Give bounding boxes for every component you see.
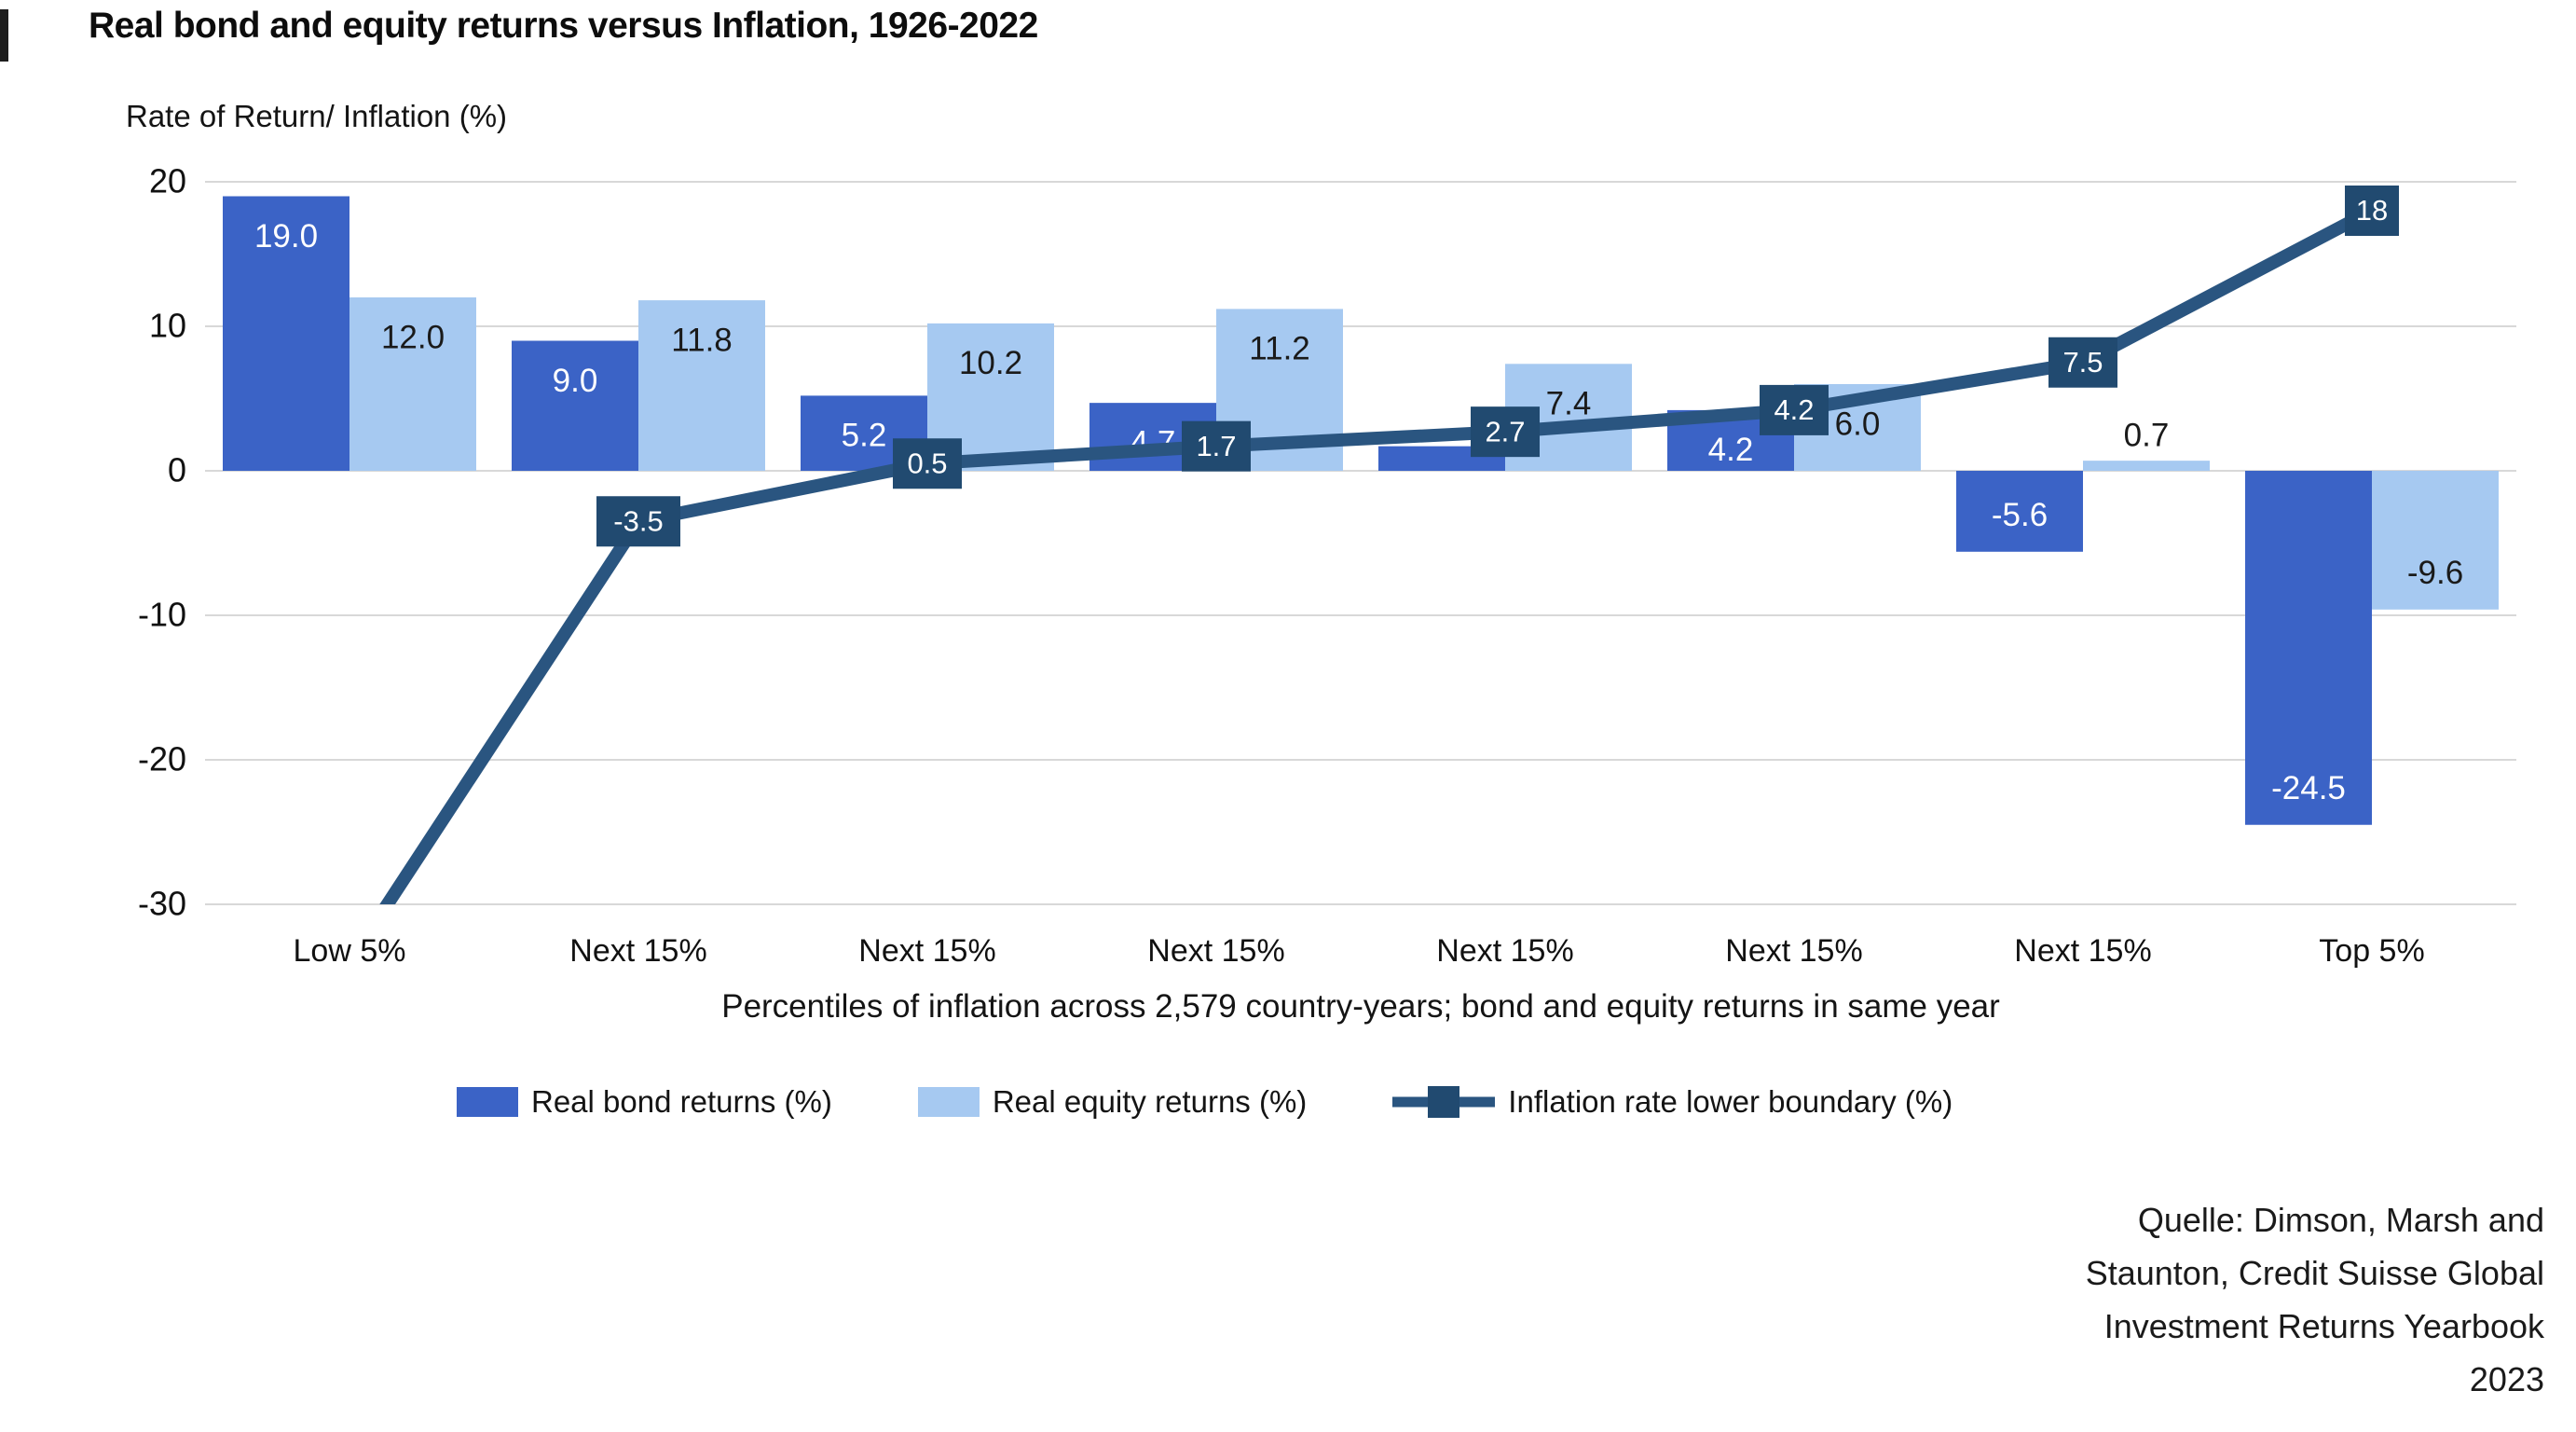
bond-bar xyxy=(223,196,349,471)
x-category-label: Next 15% xyxy=(2014,933,2151,969)
y-tick-label: 10 xyxy=(149,307,186,345)
legend-label-inflation: Inflation rate lower boundary (%) xyxy=(1508,1084,1953,1119)
inflation-marker xyxy=(1182,420,1251,472)
bond-bar xyxy=(512,340,638,471)
bond-bar-label: -5.6 xyxy=(1992,497,2048,533)
inflation-marker-label: 4.2 xyxy=(1774,393,1814,426)
legend-label-equity: Real equity returns (%) xyxy=(992,1084,1308,1119)
x-category-label: Top 5% xyxy=(2319,933,2424,969)
inflation-line xyxy=(379,204,2376,904)
y-tick-label: -30 xyxy=(138,885,186,923)
inflation-marker-label: 7.5 xyxy=(2062,346,2103,379)
equity-swatch-icon xyxy=(917,1087,980,1117)
bond-bar-label: 4.2 xyxy=(1708,432,1754,468)
source-line: 2023 xyxy=(2469,1360,2544,1398)
equity-bar-label: -9.6 xyxy=(2407,555,2463,591)
inflation-marker xyxy=(893,438,962,489)
bond-bar-label: 19.0 xyxy=(254,218,318,255)
equity-bar-label: 11.8 xyxy=(671,322,733,358)
legend-item-equity: Real equity returns (%) xyxy=(917,1084,1308,1120)
bond-bar-label: 5.2 xyxy=(842,418,887,454)
x-category-label: Next 15% xyxy=(1147,933,1284,969)
inflation-marker-label: 0.5 xyxy=(907,447,947,479)
y-tick-label: 0 xyxy=(168,451,186,489)
chart-legend: Real bond returns (%) Real equity return… xyxy=(457,1072,2144,1132)
source-line: Investment Returns Yearbook xyxy=(2103,1307,2544,1345)
inflation-marker xyxy=(2048,337,2117,388)
equity-bar-label: 0.7 xyxy=(2124,417,2170,453)
legend-label-bond: Real bond returns (%) xyxy=(531,1084,832,1119)
bond-bar-label: -24.5 xyxy=(2271,770,2346,806)
equity-bar-label: 6.0 xyxy=(1835,406,1881,442)
source-line: Staunton, Credit Suisse Global xyxy=(2085,1254,2544,1292)
legend-item-inflation: Inflation rate lower boundary (%) xyxy=(1392,1084,1953,1120)
source-line: Quelle: Dimson, Marsh and xyxy=(2137,1201,2544,1239)
equity-bar xyxy=(349,297,476,471)
equity-bar-label: 7.4 xyxy=(1546,386,1592,422)
inflation-marker-label: -3.5 xyxy=(613,504,663,537)
inflation-marker xyxy=(2345,186,2399,236)
legend-item-bond: Real bond returns (%) xyxy=(457,1084,832,1120)
inflation-marker-label: 2.7 xyxy=(1485,415,1525,448)
equity-bar-label: 12.0 xyxy=(381,319,445,355)
x-category-label: Next 15% xyxy=(1725,933,1862,969)
screen-edge-artifact xyxy=(0,9,8,62)
equity-bar-label: 11.2 xyxy=(1249,331,1310,367)
y-axis-title: Rate of Return/ Inflation (%) xyxy=(126,99,508,133)
inflation-marker xyxy=(596,496,680,547)
x-category-label: Next 15% xyxy=(858,933,995,969)
inflation-marker-label: 1.7 xyxy=(1196,430,1236,462)
bond-swatch-icon xyxy=(457,1087,518,1117)
x-axis-title: Percentiles of inflation across 2,579 co… xyxy=(721,988,2000,1025)
x-category-label: Low 5% xyxy=(294,933,406,969)
inflation-marker xyxy=(1760,384,1829,435)
x-category-label: Next 15% xyxy=(1436,933,1573,969)
bond-bar xyxy=(2245,471,2372,825)
y-tick-label: 20 xyxy=(149,162,186,200)
inflation-marker xyxy=(1471,406,1540,458)
y-tick-label: -10 xyxy=(138,596,186,634)
bond-bar xyxy=(1956,471,2083,552)
equity-bar xyxy=(638,300,765,471)
line-marker-icon xyxy=(1392,1086,1496,1118)
bond-bar-label: 9.0 xyxy=(553,363,598,399)
chart-title: Real bond and equity returns versus Infl… xyxy=(89,6,1038,46)
equity-bar xyxy=(2372,471,2499,610)
x-category-label: Next 15% xyxy=(569,933,706,969)
y-tick-label: -20 xyxy=(138,740,186,778)
source-note: Quelle: Dimson, Marsh and Staunton, Cred… xyxy=(1706,1193,2544,1406)
equity-bar-label: 10.2 xyxy=(959,345,1022,381)
equity-bar xyxy=(2083,461,2210,471)
inflation-marker-label: 18 xyxy=(2356,194,2388,227)
